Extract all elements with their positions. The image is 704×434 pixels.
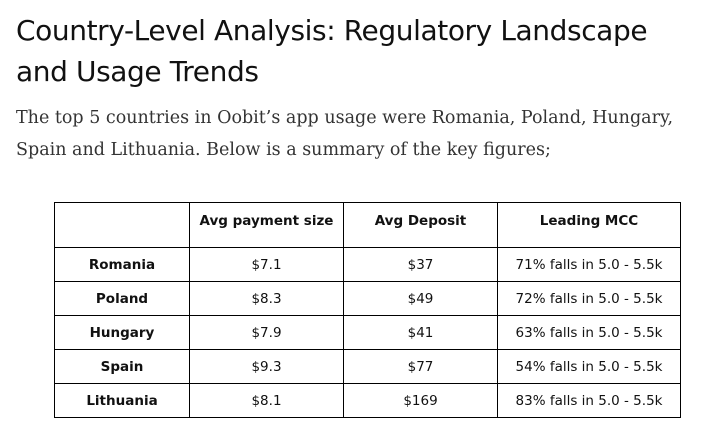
intro-paragraph: The top 5 countries in Oobit’s app usage… bbox=[16, 108, 674, 160]
table-row: Poland $8.3 $49 72% falls in 5.0 - 5.5k bbox=[54, 281, 681, 316]
country-cell: Poland bbox=[54, 281, 190, 316]
table-row: Romania $7.1 $37 71% falls in 5.0 - 5.5k bbox=[54, 247, 681, 282]
avg-payment-cell: $9.3 bbox=[189, 349, 344, 384]
section-heading: Country-Level Analysis: Regulatory Lands… bbox=[16, 14, 648, 88]
avg-payment-cell: $8.1 bbox=[189, 383, 344, 418]
country-cell: Lithuania bbox=[54, 383, 190, 418]
leading-mcc-cell: 63% falls in 5.0 - 5.5k bbox=[497, 315, 681, 350]
header-leading-mcc: Leading MCC bbox=[497, 202, 681, 248]
avg-payment-cell: $8.3 bbox=[189, 281, 344, 316]
avg-deposit-cell: $169 bbox=[343, 383, 498, 418]
avg-deposit-cell: $41 bbox=[343, 315, 498, 350]
leading-mcc-cell: 72% falls in 5.0 - 5.5k bbox=[497, 281, 681, 316]
header-corner-cell bbox=[54, 202, 190, 248]
avg-payment-cell: $7.1 bbox=[189, 247, 344, 282]
country-cell: Hungary bbox=[54, 315, 190, 350]
table-row: Spain $9.3 $77 54% falls in 5.0 - 5.5k bbox=[54, 349, 681, 384]
leading-mcc-cell: 71% falls in 5.0 - 5.5k bbox=[497, 247, 681, 282]
table-header-row: Avg payment size Avg Deposit Leading MCC bbox=[54, 202, 681, 248]
leading-mcc-cell: 83% falls in 5.0 - 5.5k bbox=[497, 383, 681, 418]
country-cell: Spain bbox=[54, 349, 190, 384]
header-avg-payment-size: Avg payment size bbox=[189, 202, 344, 248]
country-cell: Romania bbox=[54, 247, 190, 282]
avg-payment-cell: $7.9 bbox=[189, 315, 344, 350]
leading-mcc-cell: 54% falls in 5.0 - 5.5k bbox=[497, 349, 681, 384]
table-row: Hungary $7.9 $41 63% falls in 5.0 - 5.5k bbox=[54, 315, 681, 350]
country-summary-table: Avg payment size Avg Deposit Leading MCC… bbox=[54, 202, 681, 418]
avg-deposit-cell: $77 bbox=[343, 349, 498, 384]
header-avg-deposit: Avg Deposit bbox=[343, 202, 498, 248]
avg-deposit-cell: $49 bbox=[343, 281, 498, 316]
table-row: Lithuania $8.1 $169 83% falls in 5.0 - 5… bbox=[54, 383, 681, 418]
avg-deposit-cell: $37 bbox=[343, 247, 498, 282]
